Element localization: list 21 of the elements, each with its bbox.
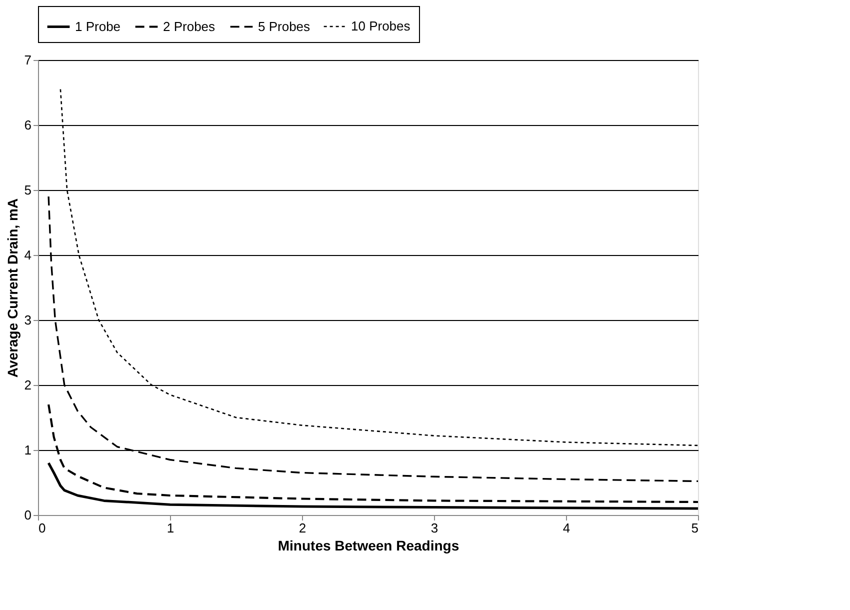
y-tick-label: 6 [24, 118, 32, 132]
y-axis-title: Average Current Drain, mA [4, 198, 20, 378]
line-series [47, 462, 700, 510]
x-axis-title: Minutes Between Readings [278, 538, 460, 554]
y-tick-label: 3 [24, 312, 32, 328]
x-tick-label: 3 [430, 520, 438, 536]
y-tick-label: 7 [24, 52, 32, 68]
y-tick-label: 5 [24, 182, 32, 198]
x-tick-label: 5 [691, 520, 698, 536]
y-tick-label: 2 [24, 378, 32, 392]
x-tick-label: 2 [298, 520, 306, 536]
legend-label: 2 Probes [163, 18, 216, 34]
legend-label: 10 Probes [351, 18, 411, 34]
y-tick-label: 1 [24, 442, 32, 458]
y-tick-label: 4 [24, 248, 32, 262]
x-tick-label: 1 [166, 520, 174, 536]
legend-label: 1 Probe [75, 18, 121, 34]
y-tick-label: 0 [24, 508, 32, 522]
x-tick-label: 4 [562, 520, 570, 536]
legend-label: 5 Probes [258, 18, 311, 34]
x-tick-label: 0 [38, 520, 46, 536]
